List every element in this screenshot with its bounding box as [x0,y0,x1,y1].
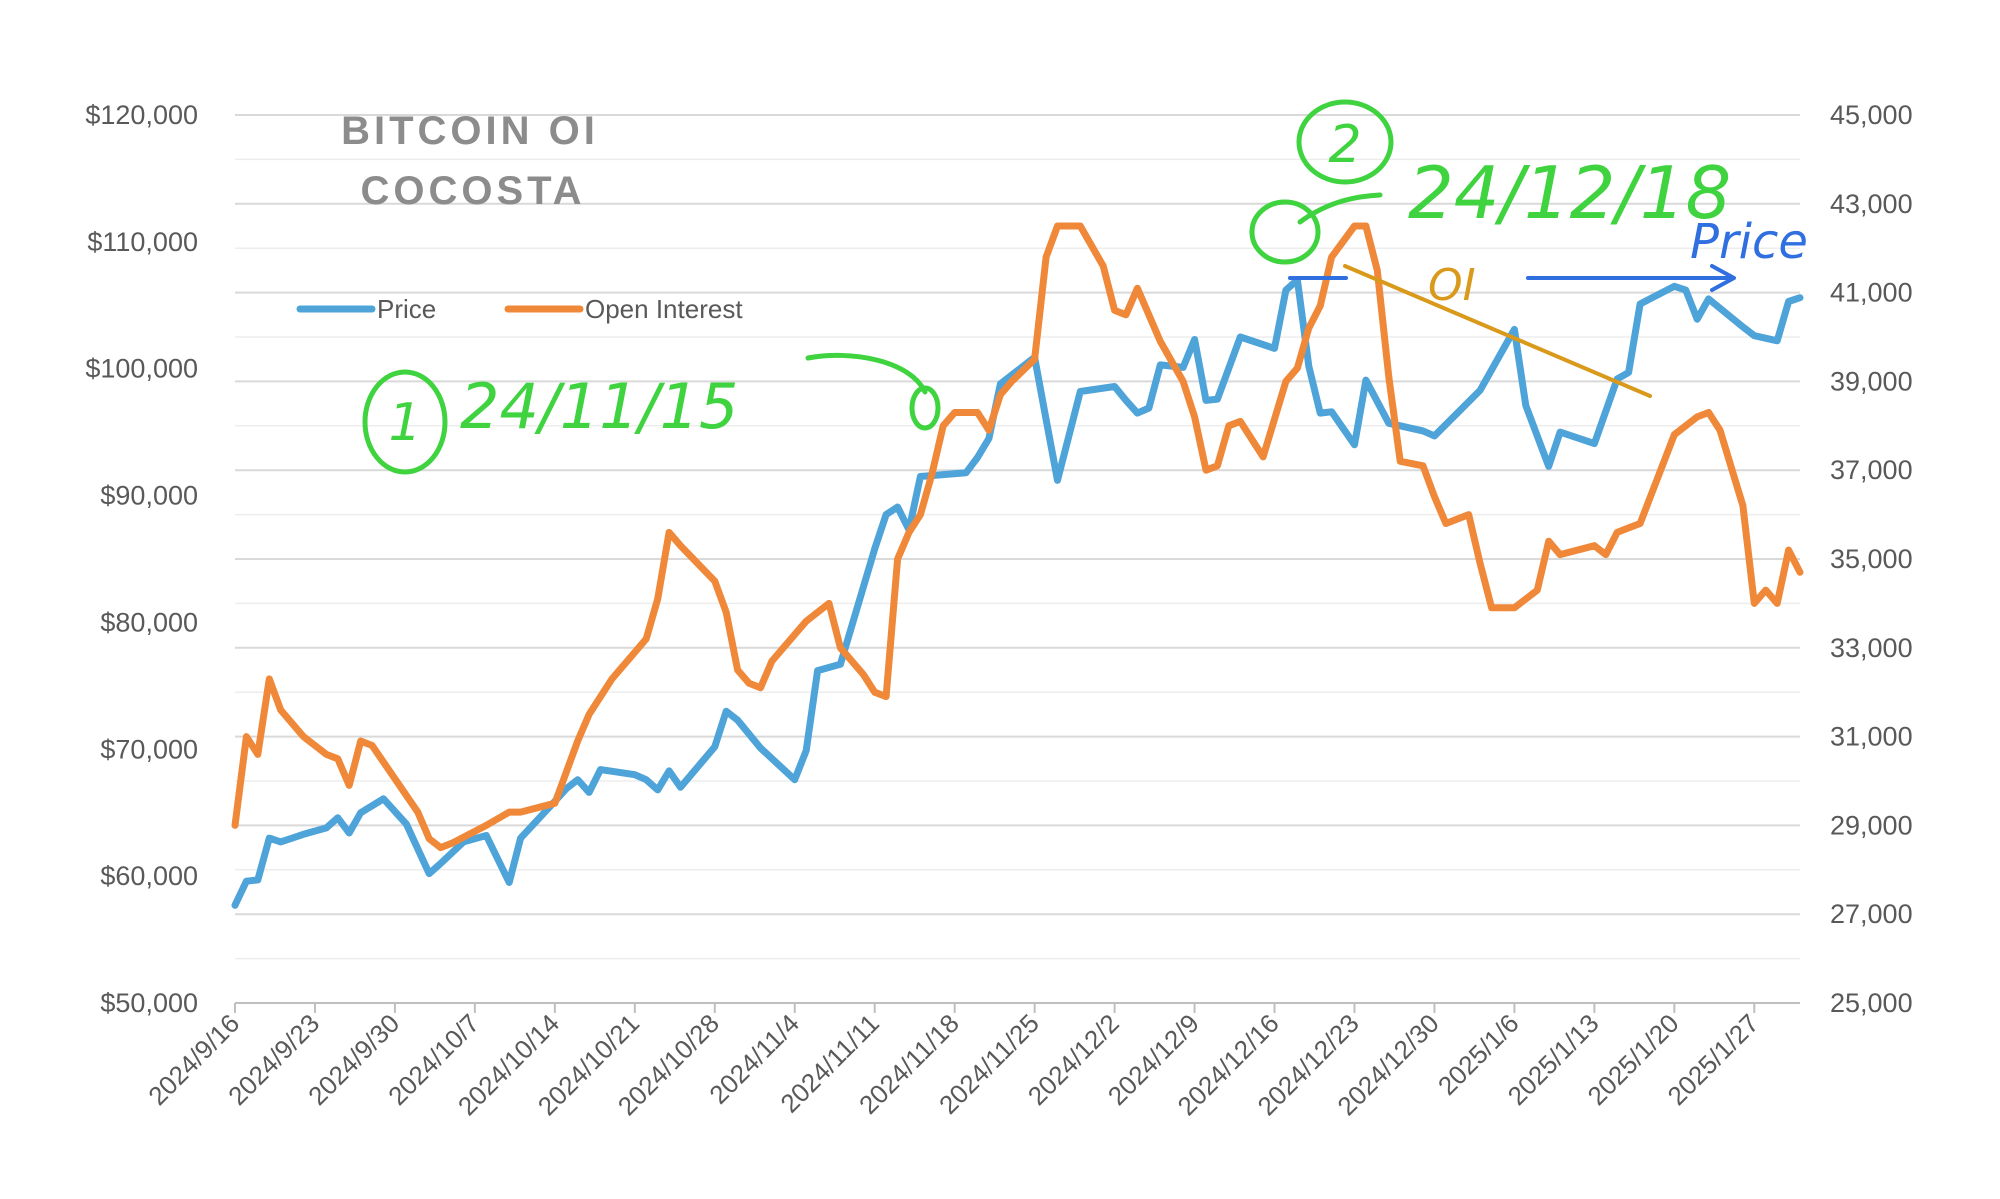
note-2-connector [1297,192,1383,225]
note-2-circle [1296,99,1394,185]
price-trend-arrowhead [1710,264,1736,292]
annotation-oi-trend: OI [1343,260,1652,398]
price-series-line [231,276,1804,909]
legend: Price Open Interest [296,294,743,324]
left-axis-tick-label: $90,000 [100,481,198,511]
right-axis-tick-label: 41,000 [1830,278,1913,308]
right-axis-tick-label: 27,000 [1830,899,1913,929]
left-axis-tick-label: $120,000 [85,100,198,130]
right-axis-tick-label: 33,000 [1830,633,1913,663]
right-axis-tick-label: 35,000 [1830,544,1913,574]
x-axis-ticks: 2024/9/162024/9/232024/9/302024/10/72024… [142,1003,1765,1121]
series-layer [231,222,1804,909]
annotation-price-trend: Price [1288,214,1808,292]
right-axis-tick-label: 45,000 [1830,100,1913,130]
note-1-circle [362,369,448,475]
right-axis-tick-label: 39,000 [1830,366,1913,396]
oi-trend-line [1343,264,1652,398]
left-axis-tick-label: $80,000 [100,607,198,637]
right-axis-tick-label: 29,000 [1830,810,1913,840]
right-axis-tick-label: 31,000 [1830,722,1913,752]
note-2-date: 24/12/18 [1408,151,1731,235]
left-axis-tick-label: $50,000 [100,988,198,1018]
right-axis-ticks: 25,000 27,000 29,000 31,000 33,000 35,000 37,0… [1830,100,1913,1018]
left-axis-tick-label: $70,000 [100,734,198,764]
left-axis-tick-label: $110,000 [87,227,198,257]
left-axis-ticks: $50,000 $60,000 $70,000 $80,000 $90,000 $100,… [85,100,198,1018]
chart-title-line-2: COCOSTA [360,169,585,213]
note-1-arrow [805,352,928,395]
right-axis-tick-label: 43,000 [1830,189,1913,219]
legend-price-label: Price [377,294,436,324]
open-interest-series-line [231,222,1804,852]
right-axis-tick-label: 37,000 [1830,455,1913,485]
price-trend-label: Price [1690,214,1808,270]
right-axis-tick-label: 25,000 [1830,988,1913,1018]
chart-title-line-1: BITCOIN OI [341,109,599,153]
oi-trend-label: OI [1428,260,1476,311]
legend-oi-label: Open Interest [585,294,743,324]
gridlines [235,114,1800,960]
note-2-peak-circle [1249,199,1321,265]
annotation-note-2: 2 24/12/18 [1249,99,1731,265]
note-1-date: 24/11/15 [460,370,738,443]
note-1-number: 1 [388,393,421,453]
left-axis-tick-label: $100,000 [85,354,198,384]
left-axis-tick-label: $60,000 [100,861,198,891]
note-1-marker-circle [909,385,941,431]
note-2-number: 2 [1328,115,1361,175]
annotation-note-1: 1 24/11/15 [362,352,941,475]
